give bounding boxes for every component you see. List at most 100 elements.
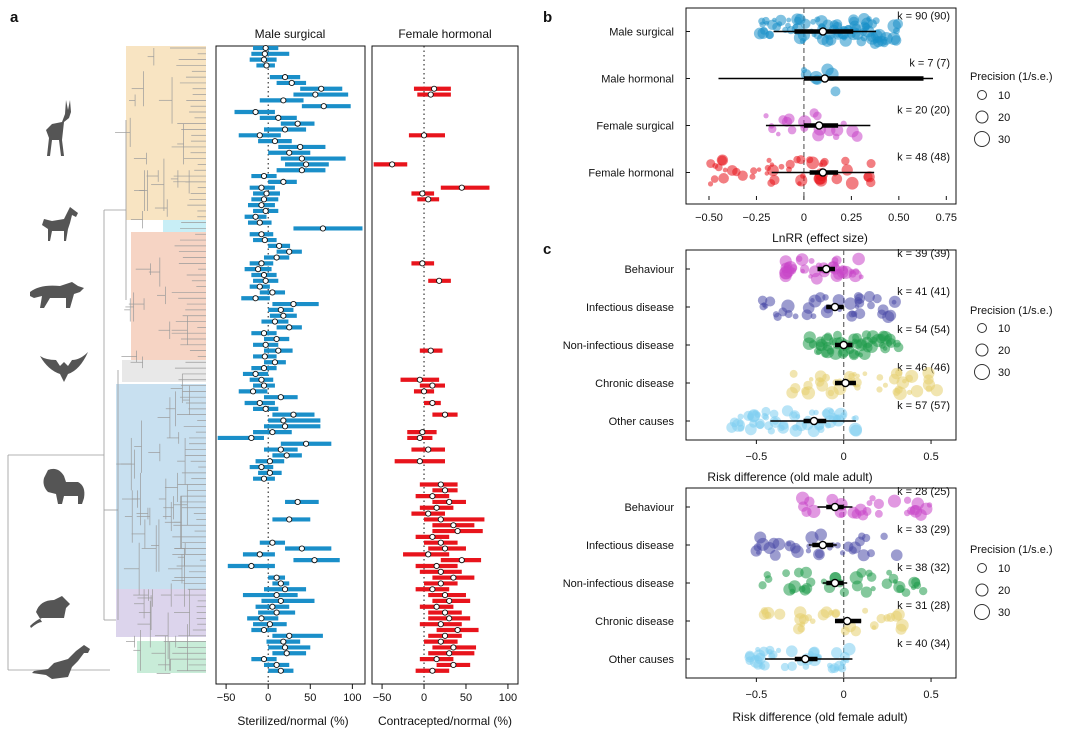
panel-b-xlabel: LnRR (effect size)	[772, 231, 868, 245]
precision-legend-value: 10	[998, 90, 1010, 102]
group-estimate	[814, 121, 824, 130]
estimate-point	[437, 539, 444, 546]
effect-point	[750, 545, 762, 557]
effect-point	[765, 296, 776, 307]
k-label: k = 39 (39)	[897, 248, 950, 260]
precision-legend-c-female: Precision (1/s.e.) 10 20 30	[970, 544, 1053, 620]
estimate-point	[281, 586, 289, 593]
estimate-point	[280, 97, 287, 104]
effect-point	[786, 17, 792, 23]
effect-point	[884, 335, 891, 342]
effect-point	[773, 312, 782, 321]
effect-point	[890, 549, 903, 561]
precision-legend-value: 20	[998, 112, 1010, 124]
precision-legend-b: Precision (1/s.e.) 10 20 30	[970, 71, 1053, 147]
effect-point	[808, 377, 814, 382]
estimate-point	[256, 399, 263, 407]
effect-point	[769, 409, 779, 419]
estimate-point	[252, 295, 259, 302]
effect-point	[855, 298, 865, 308]
k-label: k = 54 (54)	[897, 324, 950, 336]
effect-point	[796, 491, 810, 505]
effect-point	[893, 27, 900, 35]
group-label: Behaviour	[624, 264, 674, 276]
effect-point	[795, 174, 808, 187]
effect-point	[863, 291, 875, 303]
effect-point	[919, 586, 928, 596]
effect-point	[707, 181, 714, 187]
estimate-point	[262, 405, 269, 412]
effect-point	[818, 162, 823, 167]
effect-point	[839, 587, 849, 597]
x-tick-label: 0	[841, 451, 847, 463]
estimate-point	[429, 399, 436, 407]
effect-point	[737, 413, 744, 420]
effect-point	[815, 292, 826, 303]
x-tick-label: 0.50	[888, 212, 909, 224]
estimate-point	[280, 178, 287, 185]
estimate-point	[288, 79, 295, 86]
effect-point	[879, 341, 886, 349]
effect-point	[801, 386, 816, 400]
effect-point	[722, 167, 728, 173]
effect-point	[809, 646, 820, 658]
effect-point	[880, 532, 888, 541]
effect-point	[758, 581, 767, 590]
estimate-point	[275, 347, 282, 354]
estimate-point	[433, 504, 440, 511]
effect-point	[910, 384, 924, 398]
precision-legend-circle	[975, 583, 989, 597]
estimate-point	[260, 271, 268, 279]
estimate-point	[249, 388, 257, 395]
group-label: Chronic disease	[595, 616, 674, 628]
effect-point	[804, 614, 813, 622]
bat-body	[40, 352, 88, 382]
effect-point	[755, 646, 761, 652]
estimate-point	[454, 528, 461, 535]
group-label: Female surgical	[596, 121, 674, 133]
effect-point	[879, 31, 893, 45]
estimate-point	[425, 510, 432, 517]
estimate-point	[437, 580, 444, 587]
effect-point	[905, 369, 919, 383]
estimate-point	[273, 574, 280, 581]
antelope-icon	[46, 100, 71, 156]
group-label: Other causes	[609, 654, 675, 666]
estimate-point	[260, 475, 268, 482]
estimate-point	[429, 493, 436, 500]
group-estimate	[820, 74, 830, 83]
female-hormonal-frame	[371, 45, 519, 685]
estimate-point	[273, 335, 280, 343]
estimate-point	[248, 434, 255, 441]
estimate-point	[416, 458, 423, 465]
precision-legend-circle	[975, 343, 989, 357]
estimate-point	[275, 114, 282, 121]
effect-point	[874, 509, 883, 518]
estimate-point	[420, 132, 428, 139]
estimate-point	[263, 62, 270, 69]
group-label: Chronic disease	[595, 378, 674, 390]
effect-point	[851, 131, 863, 142]
precision-legend-value: 20	[998, 345, 1010, 357]
effect-point	[876, 374, 884, 381]
effect-point	[867, 549, 875, 558]
effect-point	[796, 155, 806, 165]
effect-point	[855, 373, 860, 379]
estimate-point	[458, 184, 465, 191]
clade-band	[131, 232, 206, 360]
estimate-point	[286, 632, 293, 639]
k-label: k = 40 (34)	[897, 638, 950, 650]
estimate-point	[450, 644, 457, 651]
effect-point	[915, 509, 927, 521]
estimate-point	[266, 621, 273, 628]
effect-point	[800, 66, 808, 74]
effect-point	[903, 496, 912, 504]
estimate-point	[441, 411, 449, 418]
panel-c-male-plot: Behaviour k = 39 (39) Infectious disease k …	[563, 248, 950, 463]
precision-legend-circle	[974, 131, 990, 147]
effect-point	[852, 252, 865, 266]
clade-band	[137, 641, 206, 673]
effect-point	[869, 621, 879, 630]
effect-point	[842, 642, 856, 656]
effect-point	[858, 274, 864, 280]
